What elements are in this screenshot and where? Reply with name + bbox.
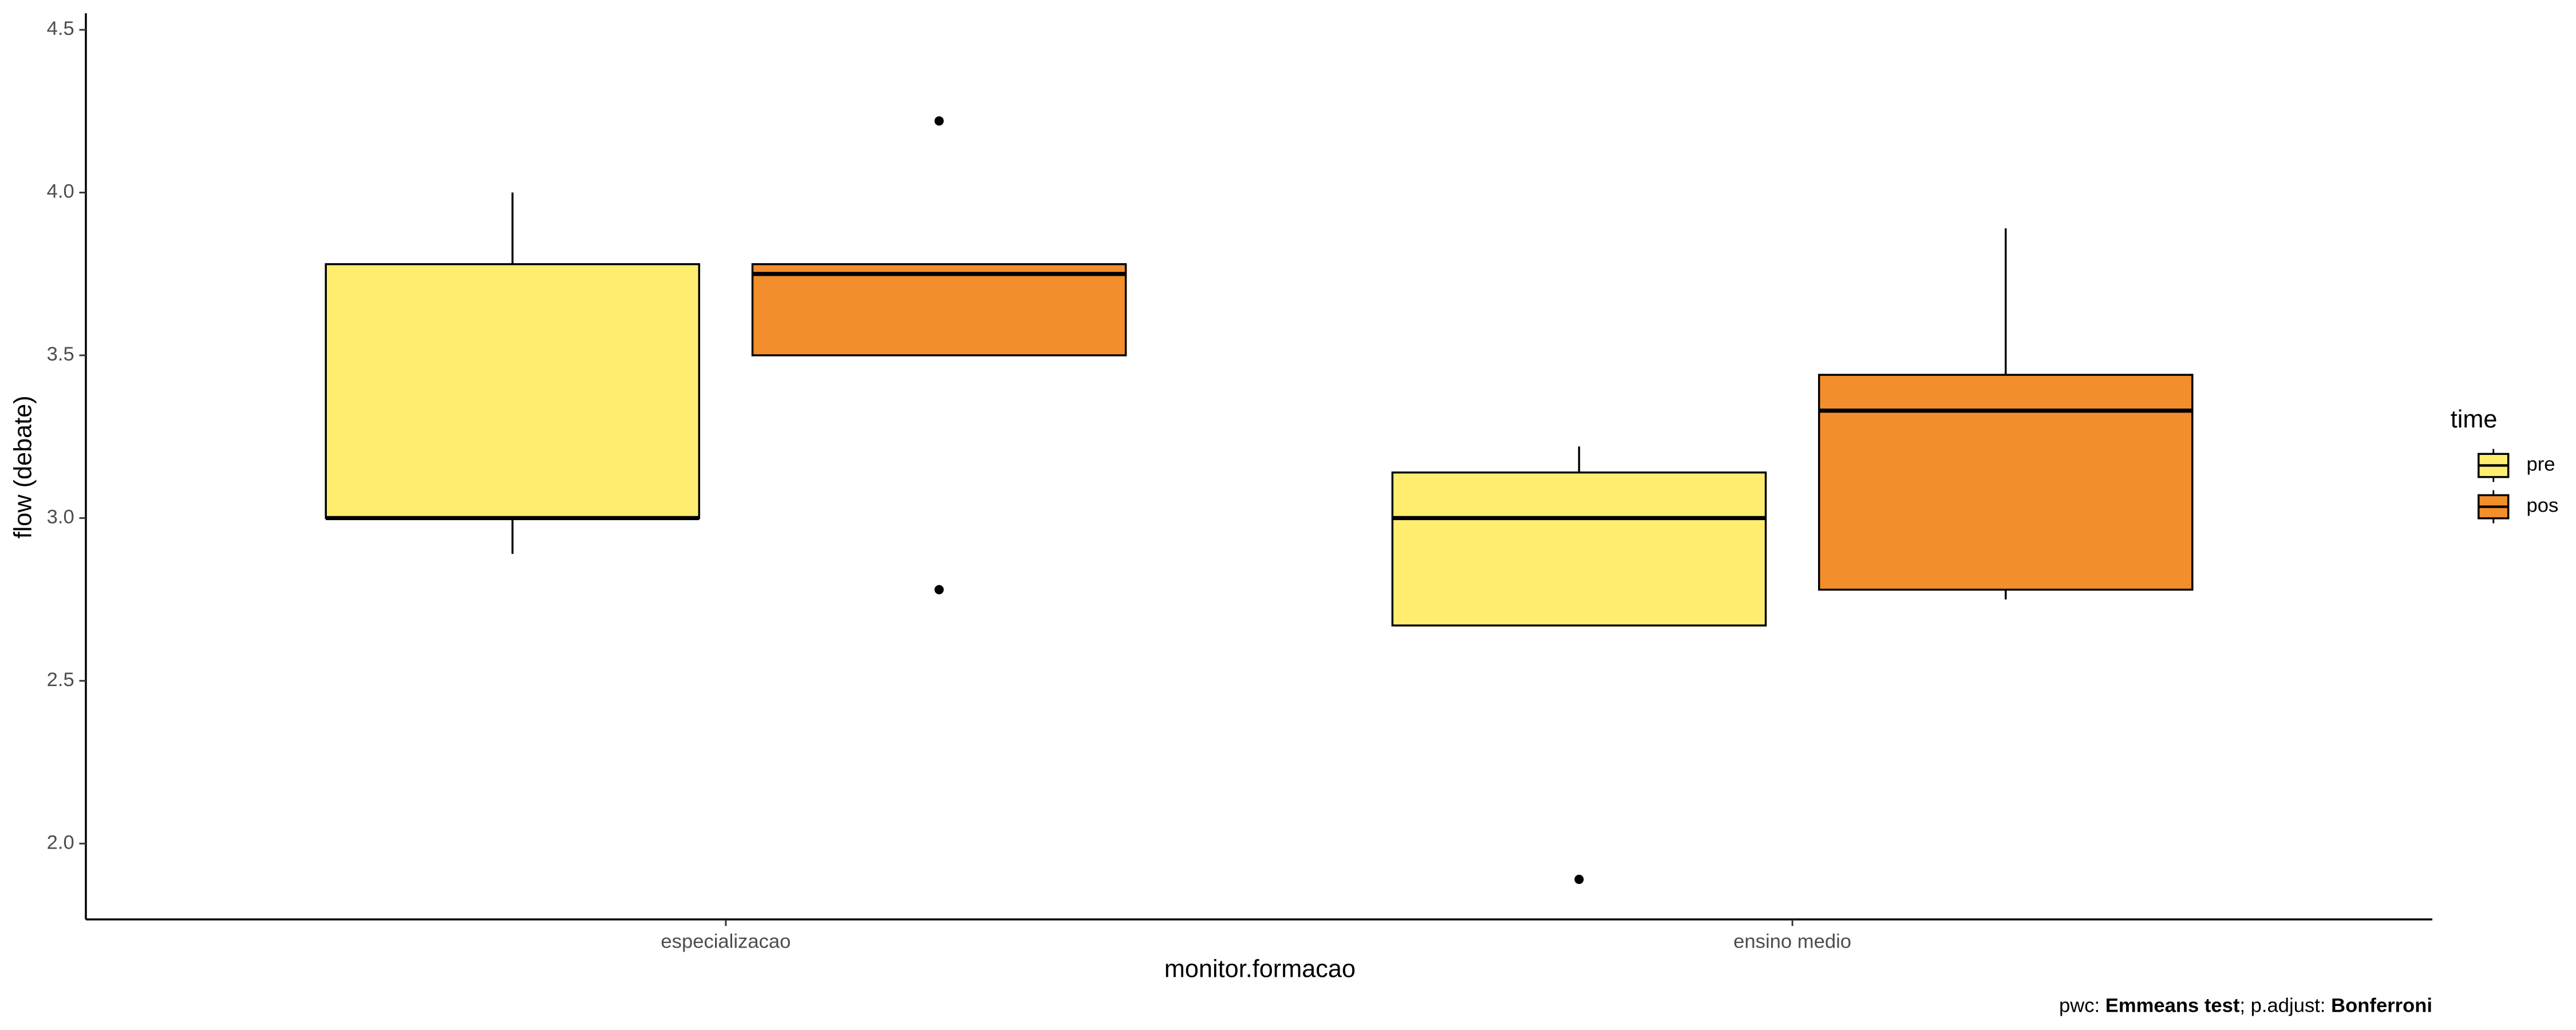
outlier (934, 116, 944, 126)
y-tick-label: 2.0 (47, 831, 74, 853)
caption-part: Bonferroni (2331, 995, 2432, 1017)
legend-label: pos (2526, 495, 2558, 517)
caption-part: pwc: (2059, 995, 2105, 1017)
x-tick-label: especializacao (661, 930, 791, 952)
y-tick-label: 2.5 (47, 669, 74, 691)
y-tick-label: 3.0 (47, 506, 74, 528)
y-tick-label: 3.5 (47, 343, 74, 365)
legend-title: time (2451, 406, 2498, 433)
caption: pwc: Emmeans test; p.adjust: Bonferroni (2059, 995, 2432, 1017)
outlier (934, 585, 944, 595)
x-axis-title: monitor.formacao (1164, 956, 1356, 983)
caption-part: Emmeans test (2105, 995, 2240, 1017)
box (1391, 471, 1767, 627)
box (1818, 374, 2194, 591)
y-axis-title: flow (debate) (10, 395, 37, 538)
legend-label: pre (2526, 454, 2555, 476)
y-tick-label: 4.0 (47, 181, 74, 203)
outlier (1574, 874, 1584, 884)
x-tick-label: ensino medio (1733, 930, 1851, 952)
caption-part: ; p.adjust: (2239, 995, 2331, 1017)
y-tick-label: 4.5 (47, 18, 74, 39)
box (751, 263, 1127, 356)
box (325, 263, 701, 520)
